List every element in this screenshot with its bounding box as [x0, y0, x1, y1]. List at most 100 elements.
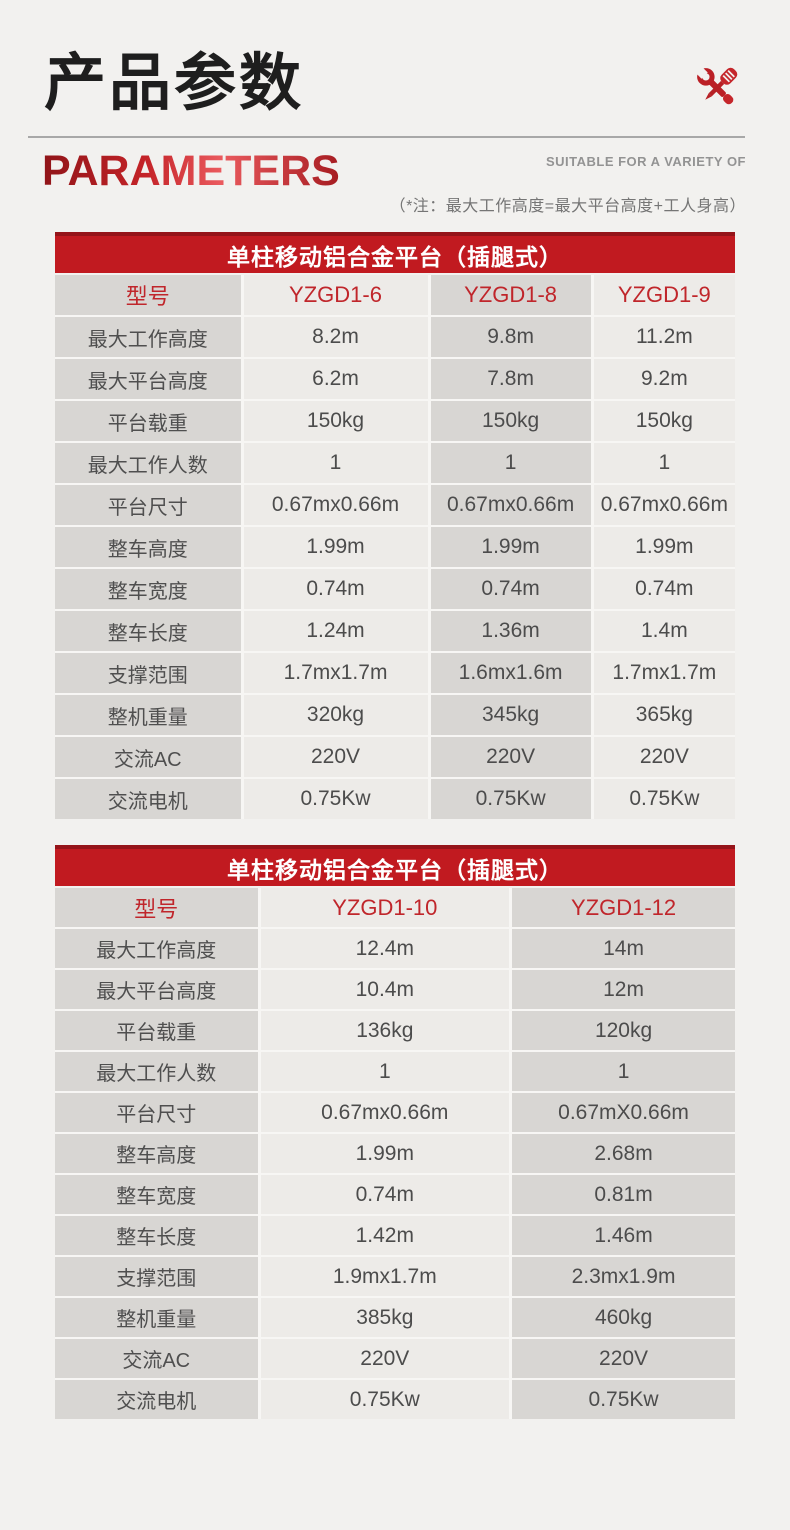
cell-value: 220V [590, 736, 735, 779]
table-row: 整车长度 1.24m 1.36m 1.4m [55, 610, 735, 653]
cell-value: 1.7mx1.7m [240, 652, 429, 695]
table-row: 交流AC 220V 220V 220V [55, 736, 735, 779]
spec-grid: 型号 YZGD1-10 YZGD1-12 最大工作高度 12.4m 14m 最大平台高度 10… [55, 888, 735, 1419]
cell-value: 150kg [427, 400, 593, 443]
table-row: 支撑范围 1.9mx1.7m 2.3mx1.9m [55, 1256, 735, 1298]
row-label: 整车高度 [55, 526, 242, 569]
cell-value: 345kg [427, 694, 593, 737]
row-label: 整车宽度 [55, 1174, 259, 1216]
cell-value: 1.4m [590, 610, 735, 653]
working-height-note: （*注：最大工作高度=最大平台高度+工人身高） [389, 198, 746, 215]
cell-value: 1.7mx1.7m [590, 652, 735, 695]
row-label: 整机重量 [55, 694, 242, 737]
cell-value: 0.75Kw [590, 778, 735, 819]
model-name: YZGD1-6 [240, 275, 429, 317]
cell-value: 11.2m [590, 316, 735, 359]
cell-value: 1.42m [257, 1215, 511, 1257]
page-subtitle-en: PARAMETERS [42, 147, 340, 195]
cell-value: 220V [509, 1338, 735, 1380]
table-row: 平台尺寸 0.67mx0.66m 0.67mx0.66m 0.67mx0.66m [55, 484, 735, 527]
row-label: 最大工作高度 [55, 928, 259, 970]
row-label: 平台尺寸 [55, 484, 242, 527]
table-row: 整车高度 1.99m 1.99m 1.99m [55, 526, 735, 569]
cell-value: 8.2m [240, 316, 429, 359]
cell-value: 0.74m [427, 568, 593, 611]
model-row-label: 型号 [55, 888, 259, 929]
table-row: 交流电机 0.75Kw 0.75Kw [55, 1379, 735, 1419]
table-row: 最大工作人数 1 1 1 [55, 442, 735, 485]
row-label: 最大工作高度 [55, 316, 242, 359]
table-row: 整机重量 320kg 345kg 365kg [55, 694, 735, 737]
cell-value: 0.75Kw [257, 1379, 511, 1419]
cell-value: 0.74m [240, 568, 429, 611]
table-row: 整车宽度 0.74m 0.81m [55, 1174, 735, 1216]
cell-value: 1.99m [427, 526, 593, 569]
cell-value: 1.99m [257, 1133, 511, 1175]
cell-value: 1 [257, 1051, 511, 1093]
cell-value: 220V [240, 736, 429, 779]
table-row: 交流电机 0.75Kw 0.75Kw 0.75Kw [55, 778, 735, 819]
row-label: 最大工作人数 [55, 442, 242, 485]
cell-value: 9.2m [590, 358, 735, 401]
cell-value: 460kg [509, 1297, 735, 1339]
spec-table-1: 单柱移动铝合金平台（插腿式） 型号 YZGD1-6 YZGD1-8 YZGD1-9 最大… [55, 232, 735, 819]
cell-value: 1.24m [240, 610, 429, 653]
spec-table-2: 单柱移动铝合金平台（插腿式） 型号 YZGD1-10 YZGD1-12 最大工作高度 1… [55, 845, 735, 1419]
model-row-label: 型号 [55, 275, 242, 317]
row-label: 整车宽度 [55, 568, 242, 611]
row-label: 支撑范围 [55, 1256, 259, 1298]
table-title: 单柱移动铝合金平台（插腿式） [55, 232, 735, 273]
table-row: 整机重量 385kg 460kg [55, 1297, 735, 1339]
row-label: 交流AC [55, 1338, 259, 1380]
tagline-text: SUITABLE FOR A VARIETY OF [545, 154, 746, 169]
model-name: YZGD1-9 [590, 275, 735, 317]
table-row: 平台载重 150kg 150kg 150kg [55, 400, 735, 443]
model-name: YZGD1-10 [257, 888, 511, 929]
cell-value: 2.3mx1.9m [509, 1256, 735, 1298]
cell-value: 320kg [240, 694, 429, 737]
cell-value: 220V [257, 1338, 511, 1380]
cell-value: 150kg [240, 400, 429, 443]
cell-value: 0.67mx0.66m [240, 484, 429, 527]
row-label: 平台载重 [55, 1010, 259, 1052]
cell-value: 0.81m [509, 1174, 735, 1216]
spec-grid: 型号 YZGD1-6 YZGD1-8 YZGD1-9 最大工作高度 8.2m 9.8m 11.… [55, 275, 735, 819]
cell-value: 150kg [590, 400, 735, 443]
cell-value: 0.67mx0.66m [427, 484, 593, 527]
cell-value: 2.68m [509, 1133, 735, 1175]
cell-value: 1.6mx1.6m [427, 652, 593, 695]
cell-value: 120kg [509, 1010, 735, 1052]
cell-value: 0.67mx0.66m [257, 1092, 511, 1134]
cell-value: 0.74m [590, 568, 735, 611]
cell-value: 7.8m [427, 358, 593, 401]
row-label: 整机重量 [55, 1297, 259, 1339]
row-label: 最大平台高度 [55, 969, 259, 1011]
table-row: 整车长度 1.42m 1.46m [55, 1215, 735, 1257]
row-label: 整车长度 [55, 610, 242, 653]
row-label: 平台载重 [55, 400, 242, 443]
cell-value: 0.67mX0.66m [509, 1092, 735, 1134]
model-row: 型号 YZGD1-10 YZGD1-12 [55, 888, 735, 929]
page-title: 产品参数 [44, 49, 305, 118]
row-label: 最大工作人数 [55, 1051, 259, 1093]
model-name: YZGD1-8 [427, 275, 593, 317]
table-row: 最大工作高度 8.2m 9.8m 11.2m [55, 316, 735, 359]
row-label: 支撑范围 [55, 652, 242, 695]
cell-value: 0.75Kw [427, 778, 593, 819]
cell-value: 1.9mx1.7m [257, 1256, 511, 1298]
table-row: 最大平台高度 10.4m 12m [55, 969, 735, 1011]
cell-value: 365kg [590, 694, 735, 737]
cell-value: 12m [509, 969, 735, 1011]
cell-value: 0.75Kw [509, 1379, 735, 1419]
cell-value: 9.8m [427, 316, 593, 359]
cell-value: 1 [509, 1051, 735, 1093]
row-label: 交流电机 [55, 778, 242, 819]
spec-tables: 单柱移动铝合金平台（插腿式） 型号 YZGD1-6 YZGD1-8 YZGD1-9 最大… [55, 232, 735, 1419]
table-row: 支撑范围 1.7mx1.7m 1.6mx1.6m 1.7mx1.7m [55, 652, 735, 695]
table-row: 整车宽度 0.74m 0.74m 0.74m [55, 568, 735, 611]
cell-value: 136kg [257, 1010, 511, 1052]
cell-value: 220V [427, 736, 593, 779]
wrench-screwdriver-icon [688, 60, 746, 116]
table-row: 最大工作人数 1 1 [55, 1051, 735, 1093]
row-label: 最大平台高度 [55, 358, 242, 401]
